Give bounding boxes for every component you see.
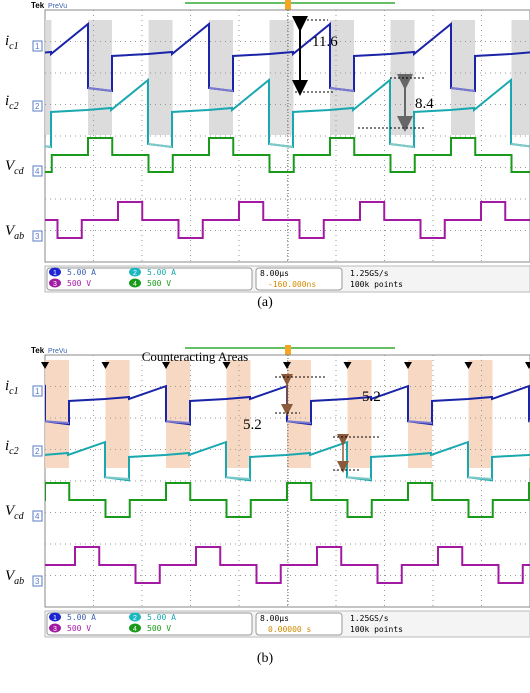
shade	[45, 360, 69, 468]
annotation: 11.6	[312, 34, 338, 50]
channel-badge-num: 3	[53, 281, 57, 288]
timebase: 8.00µs	[260, 614, 289, 623]
shade	[512, 20, 530, 135]
channel-subscript: c2	[9, 446, 18, 457]
channel-badge-num: 3	[53, 626, 57, 633]
annotation: 5.2	[243, 417, 262, 433]
channel-scale: 500 V	[147, 279, 171, 288]
channel-scale: 500 V	[147, 624, 171, 633]
shade	[28, 20, 52, 135]
channel-label: Vab	[5, 568, 24, 587]
annotation: 8.4	[415, 96, 434, 112]
brand: Tek	[31, 346, 45, 355]
shade	[469, 360, 493, 468]
shade	[227, 360, 251, 468]
trigger-pos: -160.000ns	[268, 280, 316, 289]
channel-subscript: c2	[9, 101, 18, 112]
channel-scale: 500 V	[67, 624, 91, 633]
page: {"figures": [ {"header": {"brand": "Tek"…	[0, 0, 530, 693]
channel-num: 3	[35, 577, 40, 586]
channel-num: 4	[35, 167, 40, 176]
channel-subscript: c1	[9, 386, 18, 397]
channel-badge-num: 2	[133, 615, 137, 622]
channel-scale: 5.00 A	[147, 268, 176, 277]
shade	[287, 360, 311, 468]
mode: PreVu	[48, 3, 67, 10]
sample-rate: 1.25GS/s	[350, 269, 389, 278]
channel-badge-num: 2	[133, 270, 137, 277]
channel-subscript: c1	[9, 41, 18, 52]
shade	[451, 20, 475, 135]
channel-subscript: cd	[14, 166, 24, 177]
channel-label: ic1	[5, 33, 19, 52]
caption: (a)	[257, 295, 273, 310]
channel-scale: 5.00 A	[147, 613, 176, 622]
channel-num: 4	[35, 512, 40, 521]
channel-badge-num: 1	[53, 615, 57, 622]
channel-num: 2	[35, 102, 40, 111]
shade	[149, 20, 173, 135]
channel-label: ic2	[5, 93, 19, 112]
channel-subscript: cd	[14, 511, 24, 522]
record-points: 100k points	[350, 625, 403, 634]
channel-scale: 5.00 A	[67, 268, 96, 277]
channel-label: Vcd	[5, 503, 25, 522]
shade	[88, 20, 112, 135]
trace-ic2-shaded	[0, 477, 8, 479]
channel-num: 1	[35, 387, 40, 396]
shade	[166, 360, 190, 468]
caption: (b)	[257, 651, 274, 666]
shade	[270, 20, 294, 135]
annotation: 5.2	[362, 389, 381, 405]
trigger-pos: 0.00000 s	[268, 625, 312, 634]
shade	[408, 360, 432, 468]
channel-subscript: ab	[14, 576, 24, 587]
channel-label: Vab	[5, 223, 24, 242]
timebase: 8.00µs	[260, 269, 289, 278]
channel-badge-num: 1	[53, 270, 57, 277]
channel-scale: 500 V	[67, 279, 91, 288]
channel-num: 3	[35, 232, 40, 241]
channel-label: Vcd	[5, 158, 25, 177]
channel-badge-num: 4	[133, 626, 137, 633]
area-label: Counteracting Areas	[142, 349, 249, 364]
channel-subscript: ab	[14, 231, 24, 242]
shade	[209, 20, 233, 135]
record-points: 100k points	[350, 280, 403, 289]
shade	[348, 360, 372, 468]
channel-badge-num: 4	[133, 281, 137, 288]
brand: Tek	[31, 1, 45, 10]
mode: PreVu	[48, 348, 67, 355]
channel-label: ic2	[5, 438, 19, 457]
shade	[106, 360, 130, 468]
channel-num: 2	[35, 447, 40, 456]
channel-scale: 5.00 A	[67, 613, 96, 622]
sample-rate: 1.25GS/s	[350, 614, 389, 623]
figure: TekPreVuic11ic22Vcd4Vab311.68.415.00 A25…	[0, 0, 530, 693]
channel-num: 1	[35, 42, 40, 51]
channel-label: ic1	[5, 378, 19, 397]
